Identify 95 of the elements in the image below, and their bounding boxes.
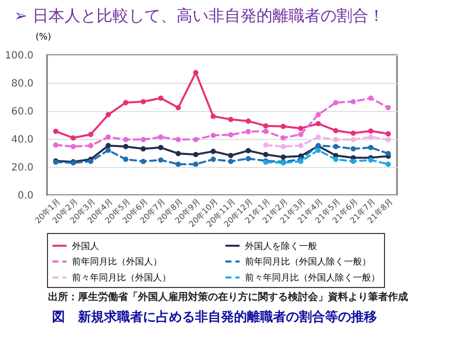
- point: [88, 158, 94, 164]
- point: [298, 132, 304, 138]
- point: [368, 134, 374, 140]
- point: [158, 157, 164, 163]
- point: [263, 152, 268, 158]
- legend-label: 前々年同月比（外国人除く一般）: [245, 272, 380, 284]
- point: [140, 136, 146, 142]
- legend-label: 前々年同月比（外国人）: [72, 272, 171, 284]
- point: [53, 128, 58, 134]
- point: [228, 152, 234, 158]
- point: [158, 134, 164, 140]
- legend-label: 外国人: [72, 240, 99, 252]
- point: [158, 144, 164, 150]
- y-tick-label: 20.0: [11, 162, 34, 174]
- point: [140, 98, 146, 104]
- y-tick-label: 80.0: [11, 78, 34, 90]
- legend-label: 外国人を除く一般: [245, 240, 317, 252]
- point: [246, 128, 251, 134]
- point: [280, 124, 286, 130]
- point: [210, 156, 216, 162]
- point: [106, 134, 111, 140]
- point: [333, 144, 338, 150]
- point: [316, 134, 321, 140]
- point: [333, 128, 338, 134]
- point: [368, 95, 374, 101]
- point: [298, 142, 304, 148]
- point: [123, 100, 128, 106]
- legend-label: 前年同月比（外国人）: [72, 256, 162, 268]
- point: [333, 136, 338, 142]
- point: [280, 144, 286, 150]
- point: [123, 156, 128, 162]
- point: [193, 136, 198, 142]
- point: [350, 136, 356, 142]
- point: [246, 156, 251, 162]
- point: [350, 146, 356, 152]
- point: [386, 150, 391, 156]
- point: [246, 118, 251, 124]
- point: [263, 128, 268, 134]
- point: [263, 142, 268, 148]
- point: [333, 156, 338, 162]
- point: [158, 95, 164, 101]
- point: [193, 70, 198, 76]
- text: 図 新規求職者に占める非自発的離職者の割合等の推移: [51, 308, 378, 326]
- point: [263, 123, 268, 128]
- point: [350, 158, 356, 164]
- point: [140, 158, 146, 164]
- point: [210, 114, 216, 119]
- point: [228, 116, 234, 122]
- point: [53, 142, 58, 148]
- point: [246, 148, 251, 154]
- point: [298, 126, 304, 131]
- point: [88, 132, 94, 138]
- point: [280, 135, 286, 141]
- text: 出所：厚生労働省「外国人雇用対策の在り方に関する検討会」資料より筆者作成: [47, 290, 409, 304]
- chart-title: ➢ 日本人と比較して、高い非自発的離職者の割合！: [13, 5, 386, 27]
- y-tick-label: 0.0: [18, 190, 34, 202]
- point: [210, 132, 216, 138]
- point: [316, 148, 321, 153]
- point: [228, 132, 234, 138]
- y-tick-label: 60.0: [11, 106, 34, 118]
- point: [368, 157, 374, 163]
- point: [70, 144, 76, 150]
- point: [88, 142, 94, 148]
- point: [210, 148, 216, 154]
- point: [350, 98, 356, 104]
- point: [106, 142, 111, 148]
- point: [140, 146, 146, 152]
- point: [280, 154, 286, 160]
- point: [123, 136, 128, 142]
- point: [106, 148, 111, 153]
- legend-label: 前年同月比（外国人除く一般）: [245, 256, 371, 268]
- y-tick-label: 40.0: [11, 134, 34, 146]
- point: [123, 144, 128, 150]
- point: [333, 100, 338, 106]
- point: [386, 136, 391, 142]
- point: [386, 105, 391, 110]
- point: [386, 131, 391, 136]
- point: [193, 152, 198, 158]
- point: [386, 162, 391, 167]
- point: [176, 162, 181, 167]
- point: [176, 105, 181, 110]
- y-axis-title: (%): [36, 32, 52, 42]
- point: [176, 136, 181, 142]
- point: [316, 112, 321, 118]
- point: [70, 135, 76, 141]
- point: [228, 158, 234, 164]
- point: [316, 120, 321, 126]
- y-tick-label: 100.0: [4, 50, 34, 62]
- point: [368, 144, 374, 150]
- point: [106, 112, 111, 118]
- point: [176, 150, 181, 156]
- point: [193, 162, 198, 167]
- point: [298, 158, 304, 164]
- point: [350, 130, 356, 136]
- point: [368, 128, 374, 134]
